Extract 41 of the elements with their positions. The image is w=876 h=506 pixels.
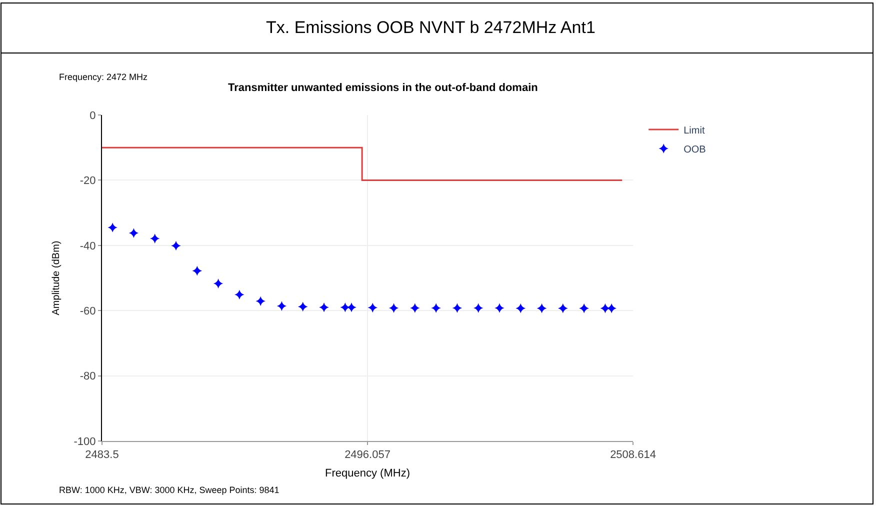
point [558, 303, 568, 314]
y-tick-label: -60 [80, 305, 96, 318]
point [368, 302, 378, 313]
point [171, 240, 181, 251]
point [319, 302, 329, 312]
chart-subtitle: Transmitter unwanted emissions in the out-of-band domain [228, 82, 538, 94]
legend-label: Limit [684, 125, 705, 136]
point [213, 278, 224, 288]
point [410, 303, 420, 313]
y-tick-label: -100 [74, 436, 96, 448]
y-tick-label: -20 [80, 175, 96, 188]
point [346, 302, 356, 312]
point [536, 303, 547, 314]
y-tick-label: 0 [90, 110, 96, 122]
point [128, 228, 139, 238]
point [276, 301, 287, 311]
point [473, 303, 484, 313]
point [516, 303, 526, 314]
point [452, 303, 462, 313]
point [150, 234, 160, 244]
point [108, 222, 118, 232]
text: RBW: 1000 KHz, VBW: 3000 KHz, Sweep Points: 9841 [59, 485, 280, 495]
x-axis-title: Frequency (MHz) [325, 467, 410, 480]
legend-label: OOB [684, 144, 706, 156]
y-tick-label: -80 [80, 370, 96, 383]
point [606, 303, 616, 314]
y-axis-title: Amplitude (dBm) [50, 240, 62, 316]
point [192, 266, 202, 276]
chart-title: Tx. Emissions OOB NVNT b 2472MHz Ant1 [266, 18, 596, 37]
point [579, 303, 589, 314]
text: Frequency: 2472 MHz [59, 72, 148, 82]
point [234, 290, 244, 300]
x-tick-label: 2483.5 [85, 449, 119, 462]
point [494, 303, 504, 313]
point [298, 302, 308, 312]
point [388, 303, 399, 313]
point [256, 296, 266, 306]
y-tick-label: -40 [80, 240, 96, 252]
x-tick-label: 2496.057 [344, 449, 390, 462]
x-tick-label: 2508.614 [610, 449, 656, 462]
point [431, 303, 441, 313]
